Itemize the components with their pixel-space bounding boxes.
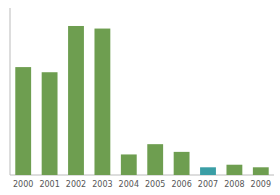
bar <box>174 152 190 175</box>
x-tick-label: 2009 <box>251 180 271 189</box>
bar <box>226 165 242 175</box>
x-tick-label: 2002 <box>66 180 86 189</box>
x-tick-label: 2001 <box>39 180 59 189</box>
bar <box>147 144 163 175</box>
x-tick-label: 2004 <box>119 180 139 189</box>
x-tick-labels: 2000 2001 2002 2003 2004 2005 2006 2007 2008 2009 <box>13 180 271 189</box>
bar <box>15 67 31 175</box>
x-tick-label: 2003 <box>92 180 112 189</box>
x-tick-label: 2008 <box>224 180 244 189</box>
bar <box>68 26 84 175</box>
bar <box>42 72 58 175</box>
x-tick-label: 2000 <box>13 180 33 189</box>
chart-svg: 2000 2001 2002 2003 2004 2005 2006 2007 2008 2009 <box>0 0 280 195</box>
x-tick-label: 2007 <box>198 180 218 189</box>
bar <box>121 154 137 175</box>
bar <box>94 29 110 175</box>
bars <box>15 26 268 175</box>
x-tick-label: 2005 <box>145 180 165 189</box>
chart-container: 2000 2001 2002 2003 2004 2005 2006 2007 2008 2009 <box>0 0 280 195</box>
y-axis-line <box>10 8 11 175</box>
bar <box>200 167 216 175</box>
x-tick-label: 2006 <box>171 180 191 189</box>
bar <box>253 167 269 175</box>
